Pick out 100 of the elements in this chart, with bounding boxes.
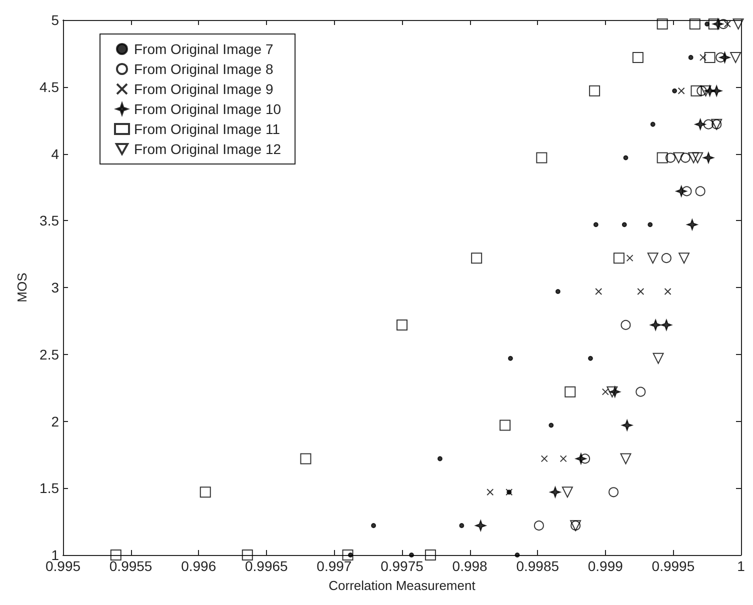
point [690,85,702,96]
legend-label: From Original Image 11 [134,121,280,137]
point [613,252,624,264]
point [650,122,656,127]
point [540,455,548,462]
point [588,356,593,361]
x-tick-label: 0.996 [181,558,216,574]
point [678,87,685,94]
point [514,552,520,558]
point [371,523,376,528]
point [555,289,560,294]
point [648,222,653,228]
point [595,288,602,296]
point [686,219,698,230]
point [620,320,631,330]
point [602,388,609,396]
point [550,486,561,498]
point [700,85,712,96]
x-axis-title: Correlation Measurement [328,578,476,593]
point [700,54,707,61]
point [673,152,684,164]
point [564,386,576,398]
point [694,118,706,130]
point [656,152,668,164]
point [708,18,720,30]
point [593,222,598,228]
point [676,186,687,197]
point [623,155,628,160]
x-tick-label: 0.997 [316,558,352,574]
y-tick-label: 2 [51,413,60,430]
x-tick-label: 0.9955 [109,558,152,574]
point [500,420,511,431]
point [342,550,354,560]
point [536,152,548,164]
x-tick-label: 0.999 [588,558,624,574]
x-tick-label: 0.998 [452,558,488,574]
point [622,420,633,431]
y-tick-label: 5 [51,12,60,28]
point [660,319,672,330]
point [486,488,494,496]
point [696,86,707,96]
point [724,20,731,28]
legend-label: From Original Image 10 [134,101,282,117]
point [702,152,714,164]
point [575,453,586,464]
point [534,520,544,531]
y-axis-title: MOS [14,272,30,302]
point [647,252,658,264]
x-tick-label: 0.9985 [516,558,560,574]
point [665,152,676,163]
y-tick-label: 2.5 [40,346,60,362]
point [692,152,704,164]
x-tick-label: 0.9975 [380,558,424,574]
point [508,356,513,361]
point [637,288,644,296]
x-tick-label: 1 [737,558,746,574]
point [672,88,678,94]
legend-label: From Original Image 12 [134,141,282,157]
point [704,52,716,63]
y-tick-label: 1 [51,547,60,563]
point [622,222,627,228]
legend-label: From Original Image 8 [134,61,274,77]
point [656,18,668,30]
point [632,52,644,63]
point [678,252,690,264]
point [396,319,408,330]
point [711,85,722,96]
y-tick-label: 4 [51,146,60,162]
point [424,550,436,560]
point [408,552,414,558]
point [437,456,442,462]
point [606,386,618,398]
point [580,454,590,464]
point [548,422,554,428]
point [475,520,486,532]
y-tick-label: 3 [51,280,60,296]
point [562,486,573,498]
point [680,152,690,163]
point [300,453,312,464]
point [716,52,726,62]
point [661,253,672,264]
legend-label: From Original Image 7 [134,41,274,57]
point [242,550,253,560]
point [636,386,646,397]
x-tick-label: 0.9995 [652,558,695,574]
point [471,252,482,264]
point [703,119,714,130]
point [718,19,728,30]
point [732,18,744,30]
point [200,486,211,498]
x-tick-label: 0.9965 [244,558,288,574]
y-tick-label: 1.5 [40,480,60,496]
point [689,18,700,30]
point [664,288,672,296]
point [459,523,464,528]
point [650,319,662,330]
point [695,186,706,196]
point [620,453,632,464]
legend-label: From Original Image 9 [134,81,274,97]
y-tick-label: 4.5 [40,78,60,95]
